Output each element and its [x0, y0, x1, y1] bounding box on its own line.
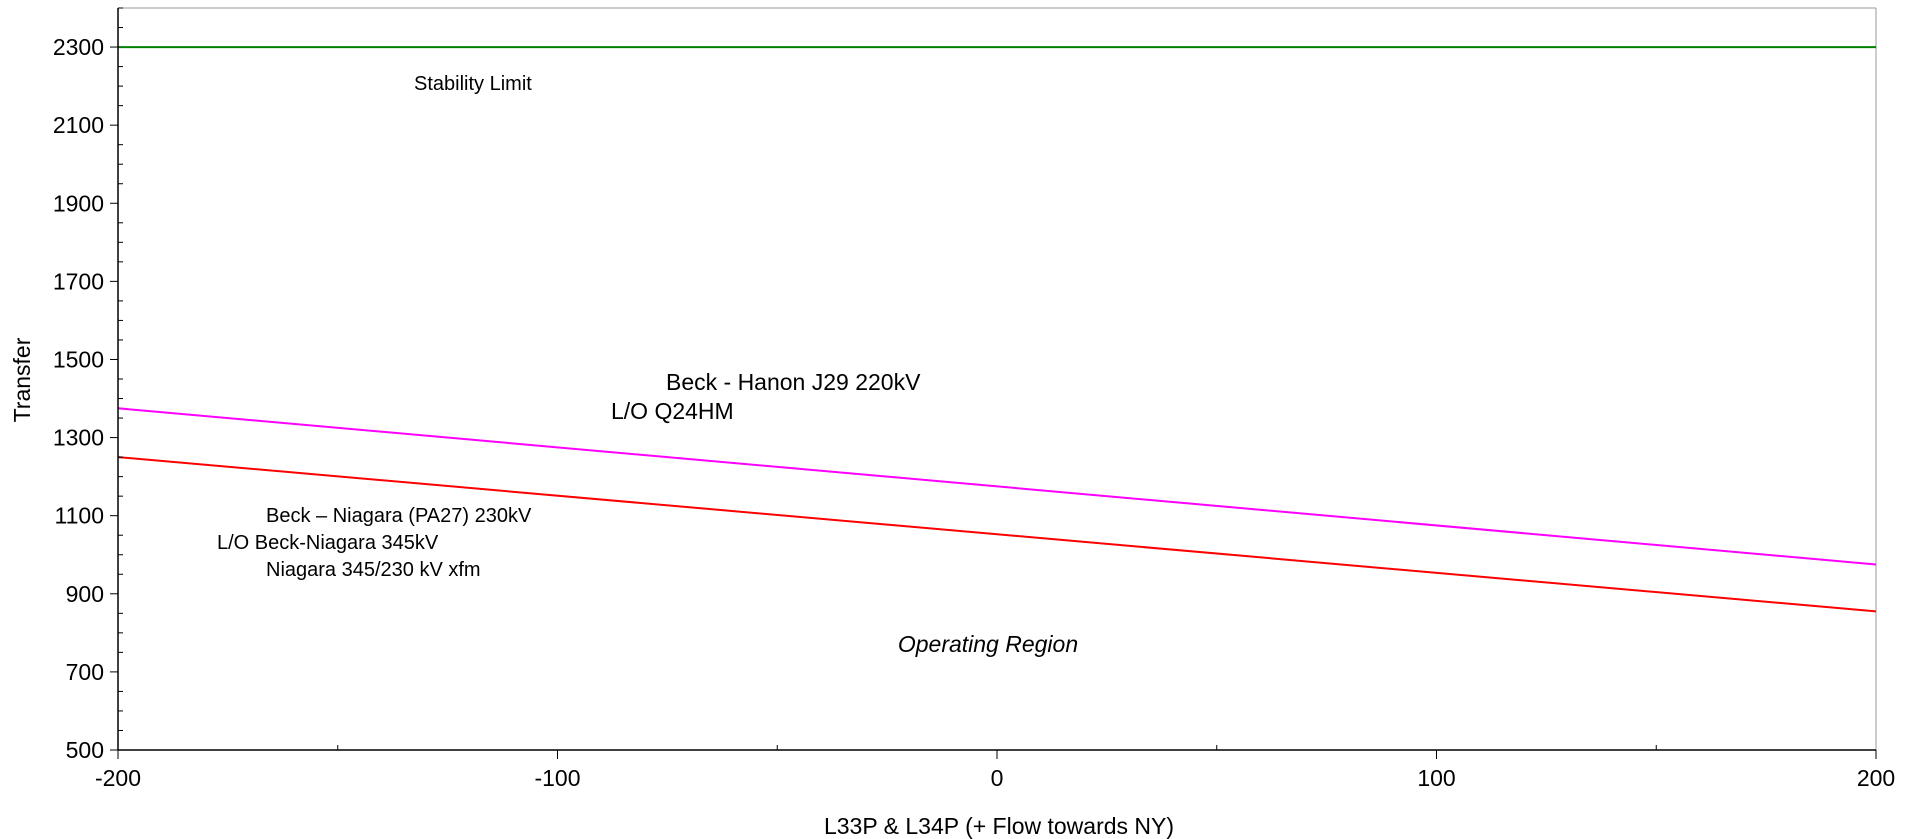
series-layer — [117, 46, 1877, 613]
y-tick-label: 700 — [66, 659, 104, 685]
axes-layer: 500 700 900 1100 1300 1500 1700 1900 2100 2300 -20… — [53, 7, 1895, 791]
annotation-hanon-line1: Beck - Hanon J29 220kV — [666, 369, 921, 395]
x-axis-title: L33P & L34P (+ Flow towards NY) — [824, 813, 1174, 839]
annotation-niagara-line2: L/O Beck-Niagara 345kV — [217, 532, 439, 554]
y-tick-label: 900 — [66, 581, 104, 607]
y-tick-label: 2100 — [53, 112, 104, 138]
y-tick-label: 2300 — [53, 34, 104, 60]
x-tick-label: 100 — [1417, 765, 1455, 791]
y-tick-label: 500 — [66, 737, 104, 763]
series-line-2 — [117, 407, 1877, 566]
y-axis-title: Transfer — [9, 337, 35, 422]
annotation-stability-limit: Stability Limit — [414, 73, 532, 95]
series-line-3 — [117, 456, 1877, 613]
annotation-niagara-line1: Beck – Niagara (PA27) 230kV — [266, 505, 532, 527]
y-tick-label: 1300 — [53, 425, 104, 451]
plot-area — [118, 7, 1877, 750]
annotation-operating-region: Operating Region — [898, 631, 1078, 657]
annotation-hanon-line2: L/O Q24HM — [611, 398, 734, 424]
x-tick-label: 200 — [1857, 765, 1895, 791]
x-tick-label: -200 — [95, 765, 141, 791]
y-tick-label: 1700 — [53, 268, 104, 294]
annotation-niagara-line3: Niagara 345/230 kV xfm — [266, 559, 481, 581]
x-tick-label: -100 — [534, 765, 580, 791]
y-tick-label: 1500 — [53, 346, 104, 372]
y-tick-label: 1900 — [53, 190, 104, 216]
x-tick-label: 0 — [991, 765, 1004, 791]
y-tick-label: 1100 — [55, 503, 104, 529]
